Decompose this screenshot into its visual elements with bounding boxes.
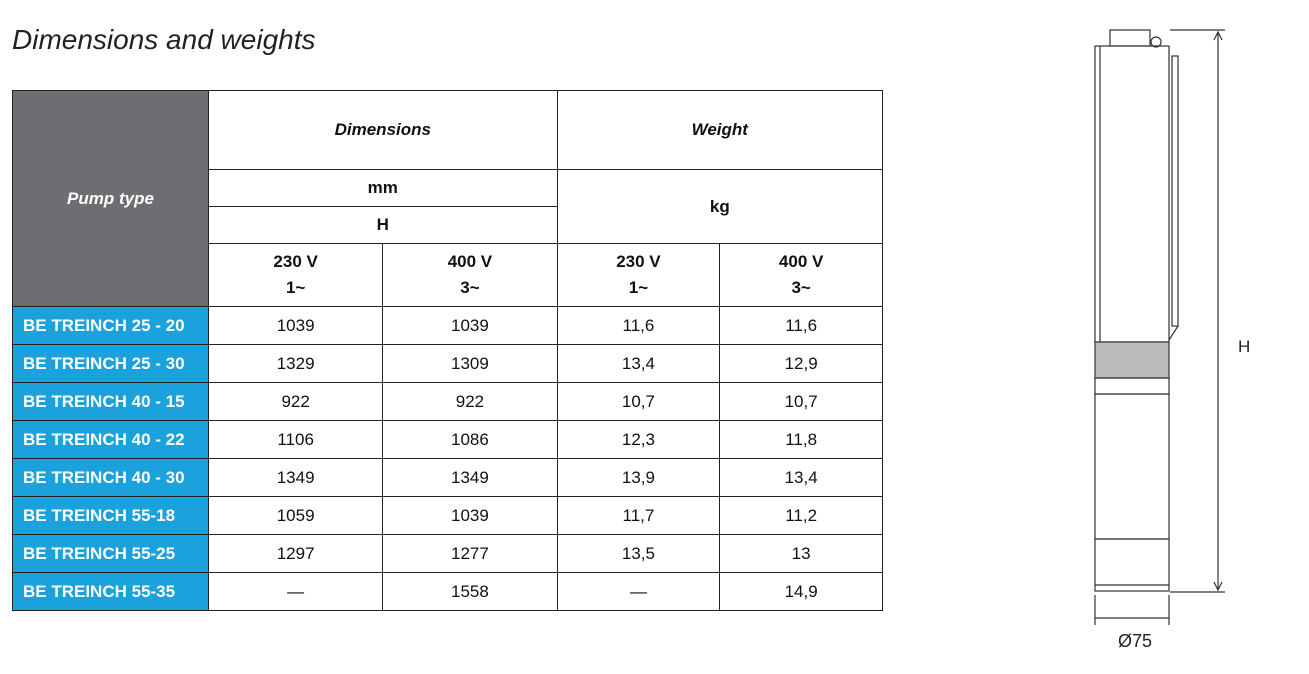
header-line: 230 V xyxy=(616,252,661,271)
table-row: BE TREINCH 55-25 1297 1277 13,5 13 xyxy=(12,534,883,573)
table-row: BE TREINCH 55-18 1059 1039 11,7 11,2 xyxy=(12,496,883,535)
cell: 10,7 xyxy=(719,382,883,421)
cell: 1349 xyxy=(382,458,558,497)
cell: — xyxy=(207,572,384,611)
cell: 10,7 xyxy=(556,382,721,421)
cell: 12,9 xyxy=(719,344,883,383)
table-row: BE TREINCH 40 - 15 922 922 10,7 10,7 xyxy=(12,382,883,421)
cell: — xyxy=(556,572,721,611)
cell: 1558 xyxy=(382,572,558,611)
header-cell: 400 V 3~ xyxy=(719,243,883,307)
cell: 1329 xyxy=(207,344,384,383)
header-line: 1~ xyxy=(628,278,649,297)
cell: 1349 xyxy=(207,458,384,497)
header-line: 400 V xyxy=(778,252,824,271)
header-cell: Pump type xyxy=(12,90,209,307)
header-line: 3~ xyxy=(460,278,480,297)
pump-name: BE TREINCH 55-25 xyxy=(12,534,209,573)
height-label: H xyxy=(1238,337,1250,356)
pump-name: BE TREINCH 55-35 xyxy=(12,572,209,611)
header-line: 1~ xyxy=(285,278,306,297)
table: Pump type Dimensions Weight mm kg H 230 … xyxy=(12,90,884,611)
cell: 13,4 xyxy=(719,458,883,497)
cell: 13,5 xyxy=(556,534,721,573)
cell: 14,9 xyxy=(719,572,883,611)
cell: 922 xyxy=(382,382,558,421)
pump-drawing: H Ø75 xyxy=(1094,29,1250,651)
cell: 11,7 xyxy=(556,496,721,535)
pump-name: BE TREINCH 40 - 15 xyxy=(12,382,209,421)
cell: 1297 xyxy=(207,534,384,573)
header-cell: mm xyxy=(208,169,558,207)
cell: 1277 xyxy=(382,534,558,573)
header-cell: 400 V 3~ xyxy=(382,243,558,307)
cell: 11,6 xyxy=(719,306,883,345)
cell: 13,9 xyxy=(556,458,721,497)
pump-name: BE TREINCH 55-18 xyxy=(12,496,209,535)
cell: 922 xyxy=(207,382,384,421)
header-cell: Weight xyxy=(556,90,884,170)
title: Dimensions and weights xyxy=(12,24,316,55)
cell: 11,8 xyxy=(719,420,883,459)
header-cell: kg xyxy=(556,169,884,244)
header-cell: 230 V 1~ xyxy=(207,243,384,307)
cell: 1059 xyxy=(207,496,384,535)
cell: 1106 xyxy=(207,420,384,459)
header-cell: H xyxy=(208,206,558,244)
cell: 13,4 xyxy=(556,344,721,383)
table-row: BE TREINCH 25 - 20 1039 1039 11,6 11,6 xyxy=(12,306,883,345)
table-row: BE TREINCH 25 - 30 1329 1309 13,4 12,9 xyxy=(12,344,883,383)
cell: 11,6 xyxy=(556,306,721,345)
header-line: 400 V xyxy=(447,252,493,271)
cell: 1039 xyxy=(382,306,558,345)
diameter-label: Ø75 xyxy=(1118,631,1152,651)
header-cell: Dimensions xyxy=(208,90,558,170)
pump-name: BE TREINCH 40 - 22 xyxy=(12,420,209,459)
cell: 1039 xyxy=(207,306,384,345)
header-line: 230 V xyxy=(273,252,318,271)
header-line: 3~ xyxy=(791,278,811,297)
cell: 11,2 xyxy=(719,496,883,535)
table-row: BE TREINCH 40 - 30 1349 1349 13,9 13,4 xyxy=(12,458,883,497)
cell: 1039 xyxy=(382,496,558,535)
cell: 1309 xyxy=(382,344,558,383)
cell: 1086 xyxy=(382,420,558,459)
cell: 12,3 xyxy=(556,420,721,459)
pump-name: BE TREINCH 25 - 30 xyxy=(12,344,209,383)
cell: 13 xyxy=(719,534,883,573)
table-row: BE TREINCH 55-35—1558—14,9 xyxy=(12,572,883,611)
pump-name: BE TREINCH 25 - 20 xyxy=(12,306,209,345)
header-cell: 230 V 1~ xyxy=(556,243,721,307)
pump-name: BE TREINCH 40 - 30 xyxy=(12,458,209,497)
table-row: BE TREINCH 40 - 22 1106 1086 12,3 11,8 xyxy=(12,420,883,459)
